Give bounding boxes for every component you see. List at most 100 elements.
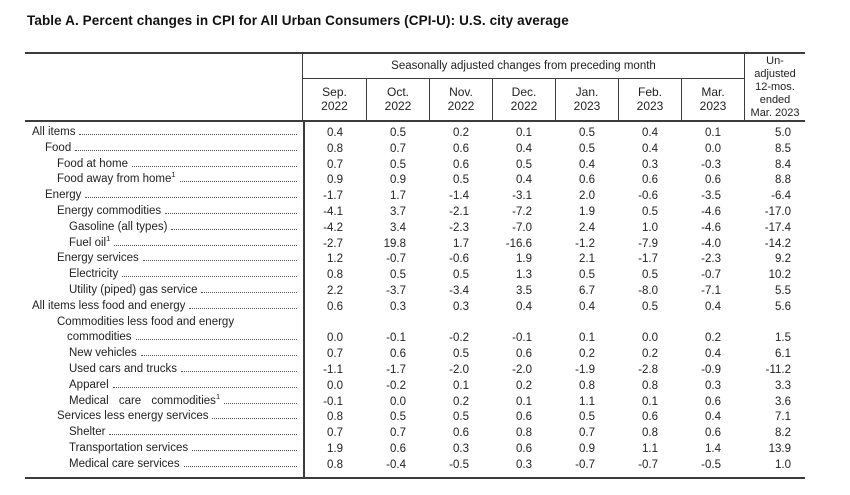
value-cell: 0.5: [453, 411, 469, 424]
unadjusted-header-line: 12-mos.: [755, 80, 795, 93]
value-cell: -0.7: [575, 458, 595, 471]
dot-leader: [179, 181, 297, 183]
value-cell: 0.1: [516, 127, 532, 139]
row-label: Gasoline (all types): [69, 220, 168, 233]
unadjusted-value-cell: 13.9: [768, 442, 791, 455]
table-row: Services less energy services 0.8 0.5 0.5 0.…: [25, 410, 805, 426]
row-label-line: Utility (piped) gas service: [25, 284, 303, 300]
row-label-cell: All items less food and energy: [25, 300, 303, 316]
value-cell: 0.2: [579, 348, 595, 361]
value-cell: 0.7: [327, 427, 343, 440]
stub-divider: [303, 122, 305, 477]
month-name: Feb.: [637, 85, 662, 99]
row-label: All items: [32, 126, 76, 138]
table-row: Commodities less food and energy commodit…: [25, 316, 805, 348]
row-label-cell: Electricity: [25, 268, 303, 284]
value-cell: -7.9: [638, 237, 658, 250]
value-cell: -0.7: [638, 458, 658, 471]
dot-leader: [112, 386, 297, 388]
value-cell: 0.5: [579, 127, 595, 139]
value-cell: 0.0: [705, 142, 721, 155]
unadjusted-value-cell: 6.1: [775, 348, 791, 361]
value-cell: -0.4: [386, 458, 406, 471]
row-label-cell: Shelter: [25, 426, 303, 442]
month-name: Mar.: [701, 85, 725, 99]
row-label-line: Food at home: [25, 158, 303, 174]
value-cell: 0.6: [453, 158, 469, 171]
value-cell: 0.1: [579, 332, 595, 345]
table-body: All items 0.4 0.5 0.2 0.1 0.5 0.4 0.1 5.0 Food 0.8…: [25, 122, 805, 479]
month-header-row: Sep. 2022 Oct. 2022 Nov. 2022 Dec. 2022 Jan. 2023…: [303, 79, 744, 120]
value-cell: 0.5: [579, 411, 595, 424]
value-cell: -1.7: [638, 253, 658, 266]
value-cell: 0.7: [579, 427, 595, 440]
unadjusted-header-line: Mar. 2023: [750, 106, 800, 119]
unadjusted-value-cell: 7.1: [775, 411, 791, 424]
value-cell: 0.5: [390, 269, 406, 282]
value-cell: 1.7: [453, 237, 469, 250]
value-cell: 0.5: [453, 269, 469, 282]
footnote-marker: 1: [215, 391, 221, 401]
value-cell: 0.6: [705, 395, 721, 408]
footnote-marker: 1: [171, 170, 176, 180]
row-label-cell: Food: [25, 142, 303, 158]
value-cell: 0.3: [705, 379, 721, 392]
row-label-line: Transportation services: [25, 442, 303, 458]
value-cell: 0.7: [390, 142, 406, 155]
value-cell: 0.3: [453, 442, 469, 455]
row-label: Services less energy services: [57, 410, 209, 423]
row-label-line: Used cars and trucks: [25, 363, 303, 379]
unadjusted-value-cell: -17.0: [764, 205, 791, 218]
dot-leader: [140, 355, 297, 357]
table-row: Energy -1.7 1.7 -1.4 -3.1 2.0 -0.6 -3.5 -6.4: [25, 189, 805, 205]
table-row: Apparel 0.0 -0.2 0.1 0.2 0.8 0.8 0.3 3.3: [25, 379, 805, 395]
row-label: All items less food and energy: [32, 299, 186, 312]
value-cell: 19.8: [383, 237, 406, 250]
row-label-line: Electricity: [25, 268, 303, 284]
row-label-line: Medical care commodities1: [25, 391, 303, 411]
dot-leader: [135, 339, 297, 341]
month-name: Jan.: [575, 85, 599, 99]
unadjusted-value-cell: 5.6: [775, 300, 791, 313]
dot-leader: [122, 276, 297, 278]
value-cell: 1.0: [642, 221, 658, 234]
value-cell: 2.0: [579, 190, 595, 203]
row-label-cell: Food away from home1: [25, 170, 303, 189]
value-cell: -0.9: [701, 363, 721, 376]
value-cell: 0.9: [579, 442, 595, 455]
value-cell: 2.1: [579, 253, 595, 266]
row-label: Electricity: [69, 268, 119, 281]
row-label: Apparel: [69, 378, 109, 391]
table-row: Transportation services 1.9 0.6 0.3 0.6 0.9 1.…: [25, 442, 805, 458]
dot-leader: [79, 134, 297, 135]
footnote-marker: 1: [106, 233, 111, 243]
row-label: Food away from home1: [57, 170, 176, 186]
dot-leader: [109, 434, 297, 436]
row-label-line: Medical care services: [25, 458, 303, 474]
unadjusted-header-line: Un-: [766, 55, 784, 67]
value-cell: -1.2: [575, 237, 595, 250]
row-label: Used cars and trucks: [69, 362, 178, 375]
value-cell: 0.6: [516, 442, 532, 455]
value-cell: 0.8: [327, 411, 343, 424]
dot-leader: [75, 149, 297, 151]
value-cell: -0.5: [701, 458, 721, 471]
value-cell: 0.8: [642, 379, 658, 392]
row-label-line2: commodities: [25, 331, 303, 347]
row-label-cell: Apparel: [25, 379, 303, 395]
month-name: Oct.: [386, 85, 409, 99]
row-label-line: All items: [25, 126, 303, 142]
value-cell: 1.9: [516, 253, 532, 266]
value-cell: 0.0: [642, 332, 658, 345]
row-label-line: Energy commodities: [25, 205, 303, 221]
table-row: New vehicles 0.7 0.6 0.5 0.6 0.2 0.2 0.4 6.1: [25, 347, 805, 363]
value-cell: 0.2: [453, 395, 469, 408]
value-cell: 0.1: [516, 395, 532, 408]
value-cell: 3.4: [390, 221, 406, 234]
table-row: Medical care commodities1 -0.1 0.0 0.2 0.1 1.…: [25, 391, 805, 411]
value-cell: 0.6: [390, 348, 406, 361]
month-column-header: Oct. 2022: [366, 79, 429, 120]
table-row: Food away from home1 0.9 0.9 0.5 0.4 0.6 0.6 0.…: [25, 170, 805, 189]
value-cell: 0.5: [453, 174, 469, 187]
table-row: All items less food and energy 0.6 0.3 0.3 0…: [25, 300, 805, 316]
